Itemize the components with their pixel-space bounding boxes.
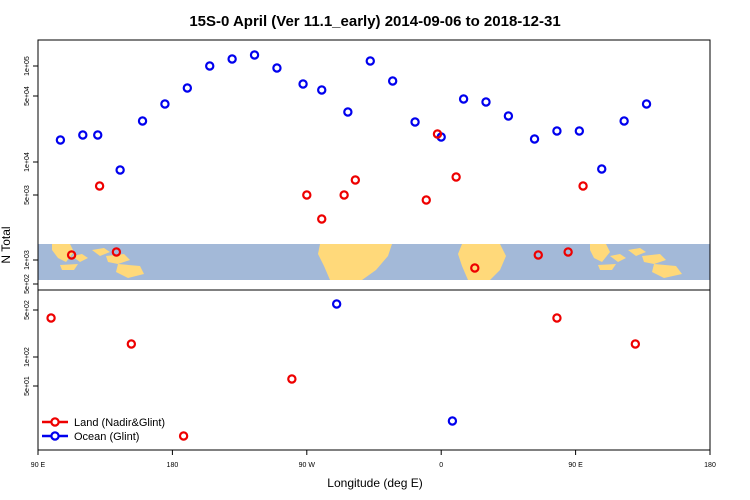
upper-point [115,165,125,175]
upper-point [578,181,588,191]
lower-point [331,299,342,309]
upper-point [481,97,491,107]
map-point [533,250,543,260]
upper-point [529,134,540,144]
legend-label: Ocean (Glint) [74,431,139,443]
lower-point [46,313,56,323]
upper-point [421,195,431,205]
upper-point [641,99,652,109]
upper-point [552,126,562,136]
y-tick-label: 1e+03 [24,250,31,270]
upper-point [227,54,237,64]
x-tick-label: 180 [704,462,716,469]
upper-y-axis: 5e+02 1e+03 5e+03 1e+04 5e+04 1e+05 [24,56,38,294]
legend-marker [50,417,60,427]
y-tick-label: 1e+04 [24,152,31,172]
lower-point [630,339,641,349]
legend-marker [50,431,60,441]
upper-point [205,61,215,71]
upper-point [503,111,514,121]
upper-point [619,116,629,126]
x-axis-label: Longitude (deg E) [327,476,422,490]
world-map-strip [38,244,710,280]
lower-y-axis: 5e+01 1e+02 5e+02 [24,300,38,396]
legend: Land (Nadir&Glint) Ocean (Glint) [42,417,165,443]
upper-point [78,130,88,140]
upper-point [365,56,375,66]
y-tick-label: 5e+04 [24,86,31,106]
upper-point [343,107,353,117]
upper-point [451,172,461,182]
y-tick-label: 5e+03 [24,185,31,205]
lower-point [126,339,137,349]
lower-point [287,374,297,384]
x-tick-label: 180 [167,462,179,469]
upper-point [249,50,260,60]
upper-point [317,85,327,95]
upper-point [93,130,103,140]
upper-point [160,99,170,109]
y-tick-label: 5e+02 [24,274,31,294]
map-land [52,244,682,280]
upper-point [94,181,105,191]
y-tick-label: 1e+02 [24,347,31,367]
upper-point [272,63,282,73]
upper-point [597,164,607,174]
upper-point [350,175,361,185]
upper-point [458,94,469,104]
y-tick-label: 5e+02 [24,300,31,320]
x-tick-label: 90 E [568,462,583,469]
y-axis-label: N Total [0,226,13,263]
data-points [46,50,652,441]
upper-point [387,76,398,86]
upper-point [432,129,443,139]
x-tick-label: 0 [439,462,443,469]
upper-point [339,190,349,200]
upper-point [182,83,193,93]
lower-point [552,313,562,323]
upper-point [137,116,148,126]
x-tick-label: 90 E [31,462,46,469]
y-tick-label: 1e+05 [24,56,31,76]
lower-panel-frame [37,289,711,451]
x-tick-label: 90 W [299,462,316,469]
y-tick-label: 5e+01 [24,376,31,396]
x-axis: 90 E 180 90 W 0 90 E 180 [31,450,716,469]
map-point [66,250,77,260]
map-point [563,247,573,257]
upper-point [298,79,308,89]
chart-title: 15S-0 April (Ver 11.1_early) 2014-09-06 … [189,13,560,30]
map-point [470,263,480,273]
legend-label: Land (Nadir&Glint) [74,417,165,429]
lower-point [447,416,458,426]
upper-point [55,135,66,145]
lower-point [178,431,189,441]
upper-point [574,126,585,136]
upper-point [410,117,420,127]
lower-plot-panel: 5e+01 1e+02 5e+02 [24,289,711,451]
map-point [111,247,122,257]
upper-point [317,214,327,224]
upper-point [302,190,312,200]
